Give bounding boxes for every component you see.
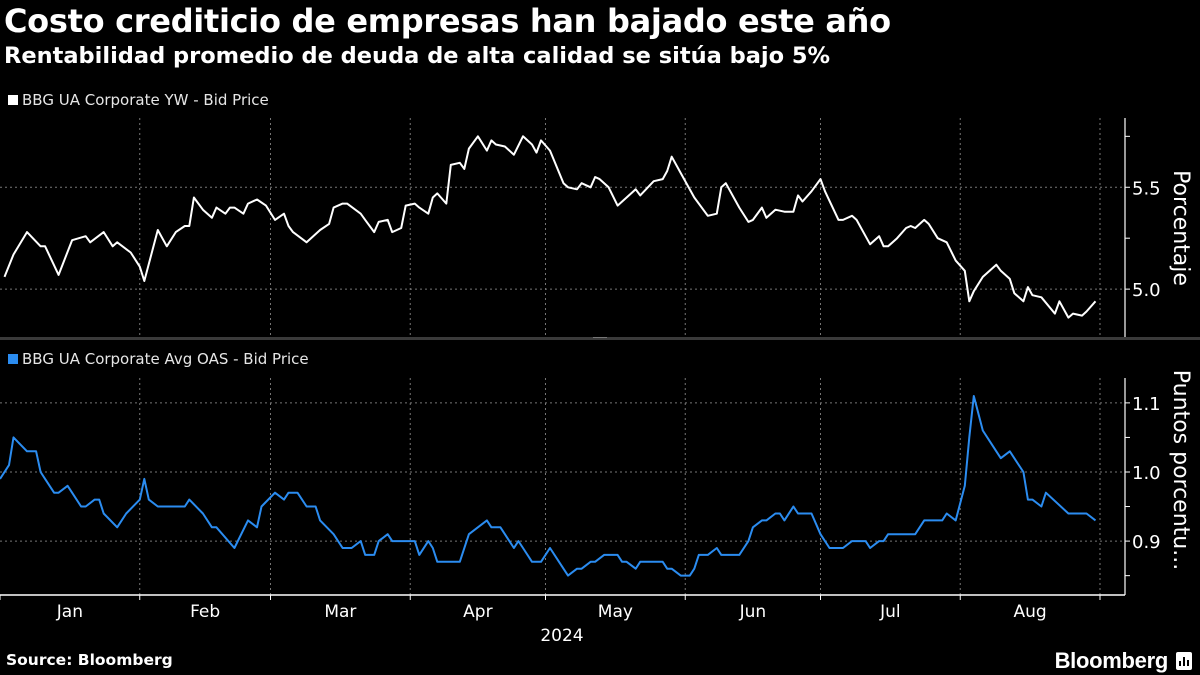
- y-tick-label: 1.0: [1132, 463, 1161, 484]
- x-tick-label: Aug: [1014, 602, 1047, 622]
- series-line-yield: [3, 135, 1097, 319]
- y-tick-label: 5.0: [1132, 280, 1161, 301]
- legend-bottom: BBG UA Corporate Avg OAS - Bid Price: [8, 350, 309, 368]
- y-axis-title-bottom: Puntos porcentu...: [1168, 370, 1193, 570]
- x-tick-label: Apr: [463, 602, 492, 622]
- logo-wordmark: Bloomberg: [1054, 648, 1169, 673]
- x-tick-label: Feb: [190, 602, 220, 622]
- legend-label-oas: BBG UA Corporate Avg OAS - Bid Price: [22, 350, 309, 368]
- panel-divider[interactable]: [0, 337, 1200, 340]
- y-tick-label: 5.5: [1132, 178, 1161, 199]
- y-tick-label: 1.1: [1132, 394, 1161, 415]
- x-tick-label: Jul: [879, 602, 901, 622]
- legend-label-yield: BBG UA Corporate YW - Bid Price: [22, 91, 269, 109]
- x-axis-year-label: 2024: [540, 626, 583, 646]
- x-axis-labels: Jan Feb Mar Apr May Jun Jul Aug: [56, 602, 1047, 622]
- bloomberg-logo: Bloomberg: [1055, 648, 1192, 674]
- y-axis-title-top: Porcentaje: [1168, 170, 1193, 286]
- legend-swatch-yield: [8, 95, 18, 105]
- legend-top: BBG UA Corporate YW - Bid Price: [8, 91, 269, 109]
- x-tick-label: May: [598, 602, 633, 622]
- axes: 5.0 5.5 0.9 1.0 1.1: [0, 118, 1161, 600]
- y-tick-label: 0.9: [1132, 532, 1161, 553]
- series-line-oas: [0, 395, 1097, 577]
- legend-swatch-oas: [8, 354, 18, 364]
- series-lines: [0, 135, 1097, 577]
- gridlines: [0, 118, 1125, 595]
- x-tick-label: Mar: [324, 602, 356, 622]
- panel-resize-handle[interactable]: [593, 337, 607, 341]
- x-tick-label: Jan: [56, 602, 83, 622]
- chart-subtitle: Rentabilidad promedio de deuda de alta c…: [4, 43, 831, 69]
- bloomberg-chart-icon: [1176, 652, 1192, 670]
- source-note: Source: Bloomberg: [6, 651, 173, 669]
- x-tick-label: Jun: [739, 602, 767, 622]
- chart-title: Costo crediticio de empresas han bajado …: [4, 2, 891, 40]
